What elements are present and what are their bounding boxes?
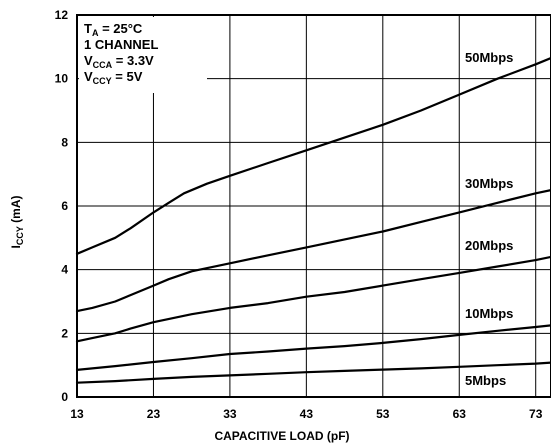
x-axis-title: CAPACITIVE LOAD (pF) bbox=[214, 429, 349, 443]
y-tick-label: 8 bbox=[61, 135, 68, 149]
x-tick-label: 13 bbox=[70, 407, 84, 421]
x-tick-label: 33 bbox=[223, 407, 237, 421]
y-tick-label: 10 bbox=[55, 72, 69, 86]
x-tick-label: 43 bbox=[300, 407, 314, 421]
annotation-background bbox=[79, 17, 207, 93]
plot-frame bbox=[76, 14, 551, 398]
series-line bbox=[75, 361, 551, 384]
y-axis-title: ICCY (mA) bbox=[9, 195, 25, 248]
series-label: 50Mbps bbox=[465, 50, 513, 65]
series-label: 5Mbps bbox=[465, 373, 506, 388]
series-labels: 50Mbps 30Mbps 20Mbps 10Mbps 5Mbps bbox=[462, 50, 518, 389]
series-label-background bbox=[462, 373, 509, 389]
series-label: 20Mbps bbox=[465, 238, 513, 253]
x-tick-label: 73 bbox=[529, 407, 543, 421]
series-label-background bbox=[462, 306, 518, 322]
x-tick-label: 23 bbox=[147, 407, 161, 421]
y-tick-label: 12 bbox=[55, 8, 69, 22]
series-label: 10Mbps bbox=[465, 306, 513, 321]
series-line bbox=[75, 324, 551, 371]
series-label-background bbox=[462, 50, 518, 66]
x-tick-label: 53 bbox=[376, 407, 390, 421]
series-label: 30Mbps bbox=[465, 176, 513, 191]
y-tick-label: 6 bbox=[61, 199, 68, 213]
annotation-line: TA = 25°C bbox=[84, 21, 143, 38]
series-lines bbox=[75, 56, 551, 384]
series-label-background bbox=[462, 176, 518, 192]
y-tick-labels: 0 2 4 6 8 10 12 bbox=[55, 8, 69, 404]
x-tick-label: 63 bbox=[453, 407, 467, 421]
y-tick-label: 0 bbox=[61, 390, 68, 404]
series-label-background bbox=[462, 238, 518, 254]
annotation-line: 1 CHANNEL bbox=[84, 37, 158, 52]
series-line bbox=[75, 255, 551, 343]
y-tick-label: 2 bbox=[61, 326, 68, 340]
y-tick-label: 4 bbox=[61, 263, 68, 277]
series-line bbox=[75, 56, 551, 255]
x-tick-labels: 13 23 33 43 53 63 73 bbox=[70, 407, 542, 421]
series-line bbox=[75, 189, 551, 313]
